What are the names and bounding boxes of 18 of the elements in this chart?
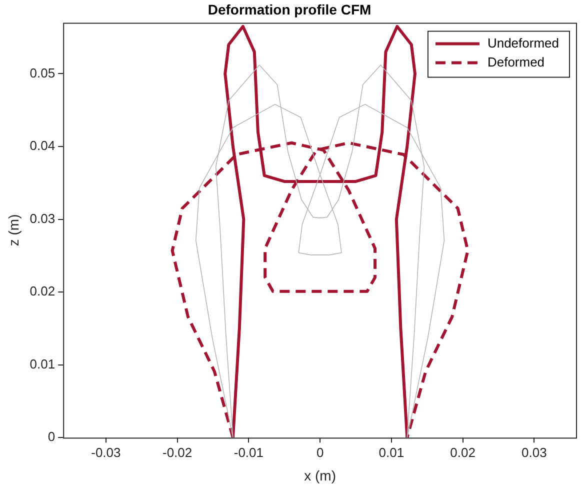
y-tick-label: 0.03 [30,210,56,226]
y-tick-label: 0.02 [30,284,56,299]
x-tick-label: 0.01 [378,444,404,460]
y-tick-label: 0.05 [30,65,56,80]
x-tick-label: 0.02 [450,444,476,460]
x-tick-label: -0.03 [91,444,121,460]
y-tick-label: 0.04 [30,138,56,154]
x-tick-label: 0 [316,444,324,460]
y-axis-title: z (m) [5,214,22,246]
x-tick-label: 0.03 [522,444,547,460]
y-tick-label: 0 [48,429,56,444]
chart-title: Deformation profile CFM [208,1,372,18]
x-tick-label: -0.02 [162,444,192,460]
y-tick-label: 0.01 [30,356,56,372]
x-axis-title: x (m) [304,467,336,484]
x-tick-label: -0.01 [234,444,264,460]
legend-label: Deformed [487,54,545,70]
legend-label: Undeformed [487,35,560,50]
